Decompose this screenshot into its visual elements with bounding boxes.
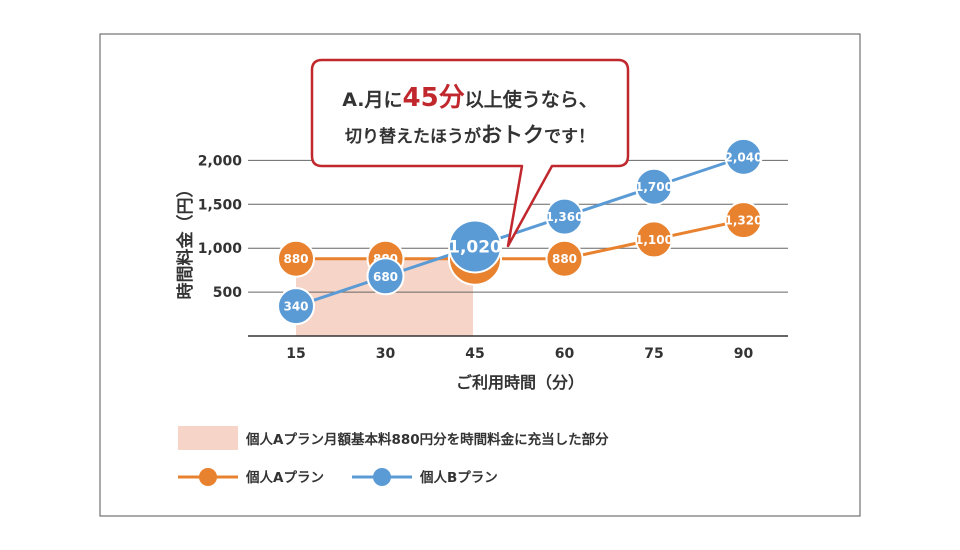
- legend-plan-a-label: 個人Aプラン: [245, 469, 324, 486]
- plan-b-data-label: 1,700: [635, 180, 673, 194]
- plan-a-data-label: 880: [552, 252, 577, 266]
- x-tick-label: 45: [465, 346, 484, 362]
- y-tick-label: 500: [213, 285, 242, 301]
- plan-b-data-label: 1,020: [448, 237, 502, 257]
- x-tick-label: 15: [286, 346, 305, 362]
- x-tick-label: 60: [555, 346, 575, 362]
- x-tick-label: 30: [376, 346, 396, 362]
- legend-plan-b-marker: [373, 468, 391, 486]
- legend-plan-a-marker: [199, 468, 217, 486]
- plan-b-point: [277, 287, 315, 326]
- annotation-highlight-otoku: おトク: [481, 123, 544, 147]
- plan-a-point: [724, 201, 763, 240]
- x-tick-label: 90: [734, 346, 754, 362]
- x-tick-label: 75: [644, 346, 663, 362]
- plan-b-point: [448, 219, 502, 274]
- plan-b-point: [724, 137, 763, 176]
- plan-a-data-label: 1,320: [725, 214, 763, 228]
- annotation-bubble: [310, 58, 630, 248]
- y-axis-label: 時間料金（円）: [175, 181, 196, 300]
- x-axis-label: ご利用時間（分）: [456, 373, 584, 392]
- legend-shaded-label: 個人Aプラン月額基本料880円分を時間料金に充当した部分: [245, 431, 609, 448]
- plan-a-data-label: 880: [283, 252, 308, 266]
- plan-b-point: [366, 257, 405, 296]
- annotation-highlight-minutes: 45分: [403, 83, 465, 113]
- y-tick-label: 1,000: [198, 241, 243, 257]
- plan-a-point: [635, 220, 673, 259]
- plan-a-point: [545, 239, 584, 278]
- plan-b-point: [545, 197, 584, 236]
- y-tick-label: 1,500: [198, 197, 243, 213]
- plan-b-point: [635, 167, 673, 206]
- y-tick-label: 2,000: [198, 153, 243, 169]
- plan-b-data-label: 680: [373, 270, 398, 284]
- annotation-line-1: A.月に45分以上使うなら、: [342, 83, 597, 113]
- plan-b-data-label: 340: [283, 300, 308, 314]
- plan-b-data-label: 1,360: [546, 210, 584, 224]
- annotation-line-1-suffix: 以上使うなら、: [465, 89, 598, 111]
- y-tick-labels: 500 1,000 1,500 2,000: [198, 153, 243, 301]
- legend-shaded-swatch: [178, 426, 238, 450]
- plan-a-point: [277, 239, 315, 278]
- series-points: 8808808801,1001,3203406801,3601,7002,040…: [277, 137, 763, 326]
- plan-a-data-label: 1,100: [635, 233, 673, 247]
- annotation-line-1-prefix: A.月に: [342, 89, 402, 111]
- annotation-line-2-suffix: です！: [544, 127, 595, 147]
- legend-plan-b-label: 個人Bプラン: [419, 469, 498, 486]
- x-tick-labels: 15 30 45 60 75 90: [286, 346, 753, 362]
- annotation-line-2-prefix: 切り替えたほうが: [345, 126, 481, 147]
- annotation-line-2: 切り替えたほうがおトクです！: [345, 123, 595, 147]
- plan-b-data-label: 2,040: [725, 150, 763, 164]
